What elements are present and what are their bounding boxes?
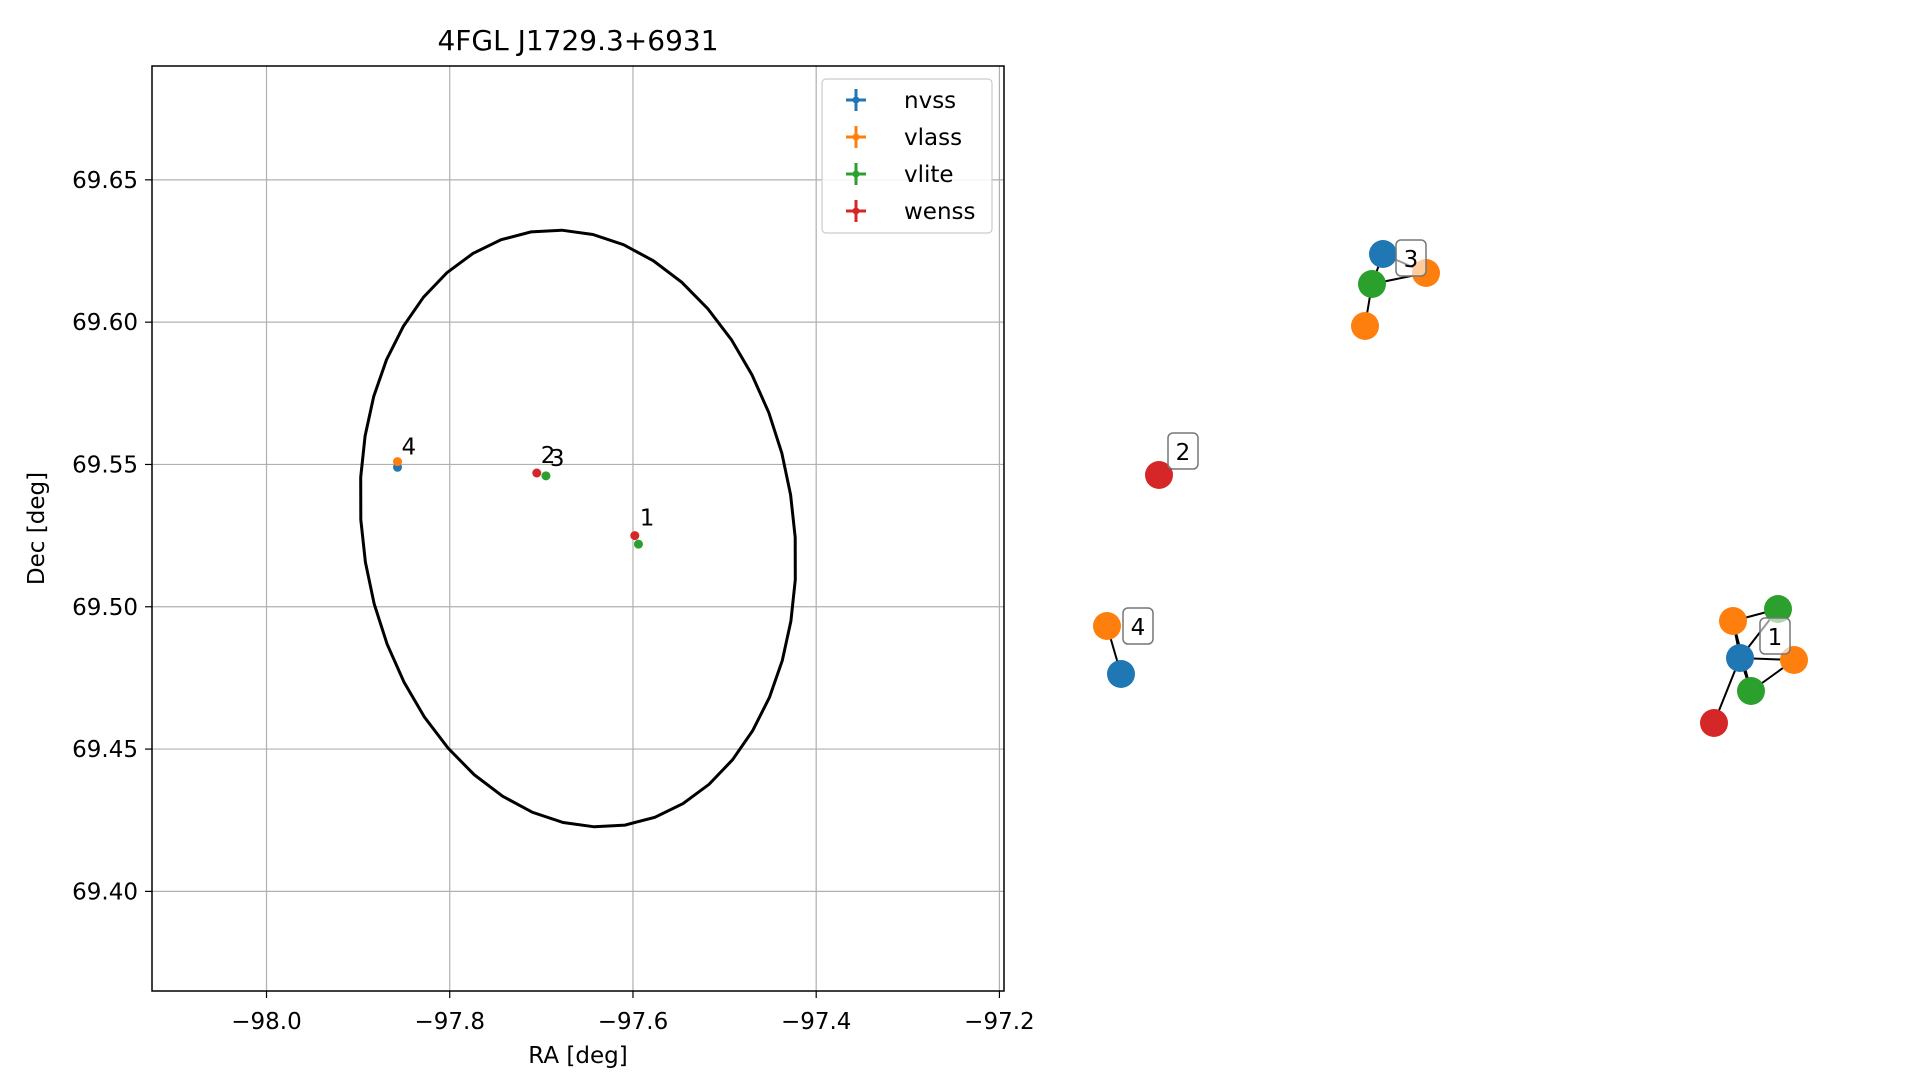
point-vlite — [633, 539, 643, 549]
graph-node-wenss — [1145, 461, 1173, 489]
graph-label-3: 3 — [1404, 247, 1419, 273]
legend: nvss vlass vlite wenss — [821, 78, 993, 234]
graph-node-wenss — [1700, 709, 1728, 737]
legend-marker-vlass — [852, 133, 860, 141]
graph-nodes — [1093, 240, 1808, 737]
annotation-3: 3 — [550, 446, 565, 472]
data-points — [393, 457, 643, 549]
x-axis-ticks: −98.0 −97.8 −97.6 −97.4 −97.2 — [231, 991, 1035, 1035]
annotation-1: 1 — [640, 506, 655, 532]
graph-cluster-labels: 1 2 3 4 — [1122, 239, 1791, 655]
plot-frame — [151, 65, 1005, 992]
graph-node-vlass — [1093, 612, 1121, 640]
x-tick-label: −97.6 — [598, 1009, 668, 1035]
y-tick-label: 69.55 — [72, 452, 138, 478]
y-axis-ticks: 69.40 69.45 69.50 69.55 69.60 69.65 — [72, 168, 152, 905]
x-tick-label: −98.0 — [231, 1009, 301, 1035]
source-annotations: 1 23 4 — [402, 434, 655, 531]
graph-node-nvss — [1369, 240, 1397, 268]
x-axis-label: RA [deg] — [528, 1043, 627, 1069]
legend-box — [821, 78, 993, 234]
legend-label-wenss: wenss — [904, 199, 976, 225]
graph-edges — [1106, 253, 1795, 724]
legend-marker-vlite — [852, 170, 860, 178]
graph-node-vlass — [1351, 312, 1379, 340]
chart-title: 4FGL J1729.3+6931 — [437, 24, 718, 57]
legend-label-nvss: nvss — [904, 88, 956, 114]
graph-label-box — [1759, 617, 1791, 655]
point-wenss — [532, 468, 542, 478]
y-tick-label: 69.45 — [72, 737, 138, 763]
y-axis-label: Dec [deg] — [24, 472, 50, 585]
x-tick-label: −97.2 — [964, 1009, 1034, 1035]
graph-label-box — [1395, 239, 1427, 277]
graph-node-nvss — [1107, 660, 1135, 688]
graph-label-box — [1122, 607, 1154, 645]
y-tick-label: 69.40 — [72, 879, 138, 905]
grid-lines — [152, 66, 1004, 991]
graph-label-box — [1167, 432, 1199, 470]
graph-panel: 1 2 3 4 — [1093, 239, 1808, 737]
localization-ellipse — [359, 228, 797, 829]
graph-node-vlite — [1358, 270, 1386, 298]
legend-marker-nvss — [852, 96, 860, 104]
x-tick-label: −97.8 — [414, 1009, 484, 1035]
graph-node-nvss — [1726, 644, 1754, 672]
legend-label-vlass: vlass — [904, 125, 962, 151]
point-wenss — [630, 531, 640, 541]
y-tick-label: 69.50 — [72, 595, 138, 621]
point-vlite — [541, 471, 551, 481]
graph-node-vlite — [1737, 677, 1765, 705]
annotation-4: 4 — [402, 434, 417, 460]
legend-marker-wenss — [852, 207, 860, 215]
graph-node-vlite — [1764, 595, 1792, 623]
legend-label-vlite: vlite — [904, 162, 954, 188]
point-vlass — [393, 457, 403, 467]
y-tick-label: 69.60 — [72, 310, 138, 336]
graph-label-1: 1 — [1768, 625, 1783, 651]
graph-label-4: 4 — [1131, 615, 1146, 641]
y-tick-label: 69.65 — [72, 168, 138, 194]
graph-label-2: 2 — [1176, 440, 1191, 466]
x-tick-label: −97.4 — [781, 1009, 851, 1035]
graph-node-vlass — [1719, 607, 1747, 635]
annotation-2: 2 — [541, 443, 556, 469]
